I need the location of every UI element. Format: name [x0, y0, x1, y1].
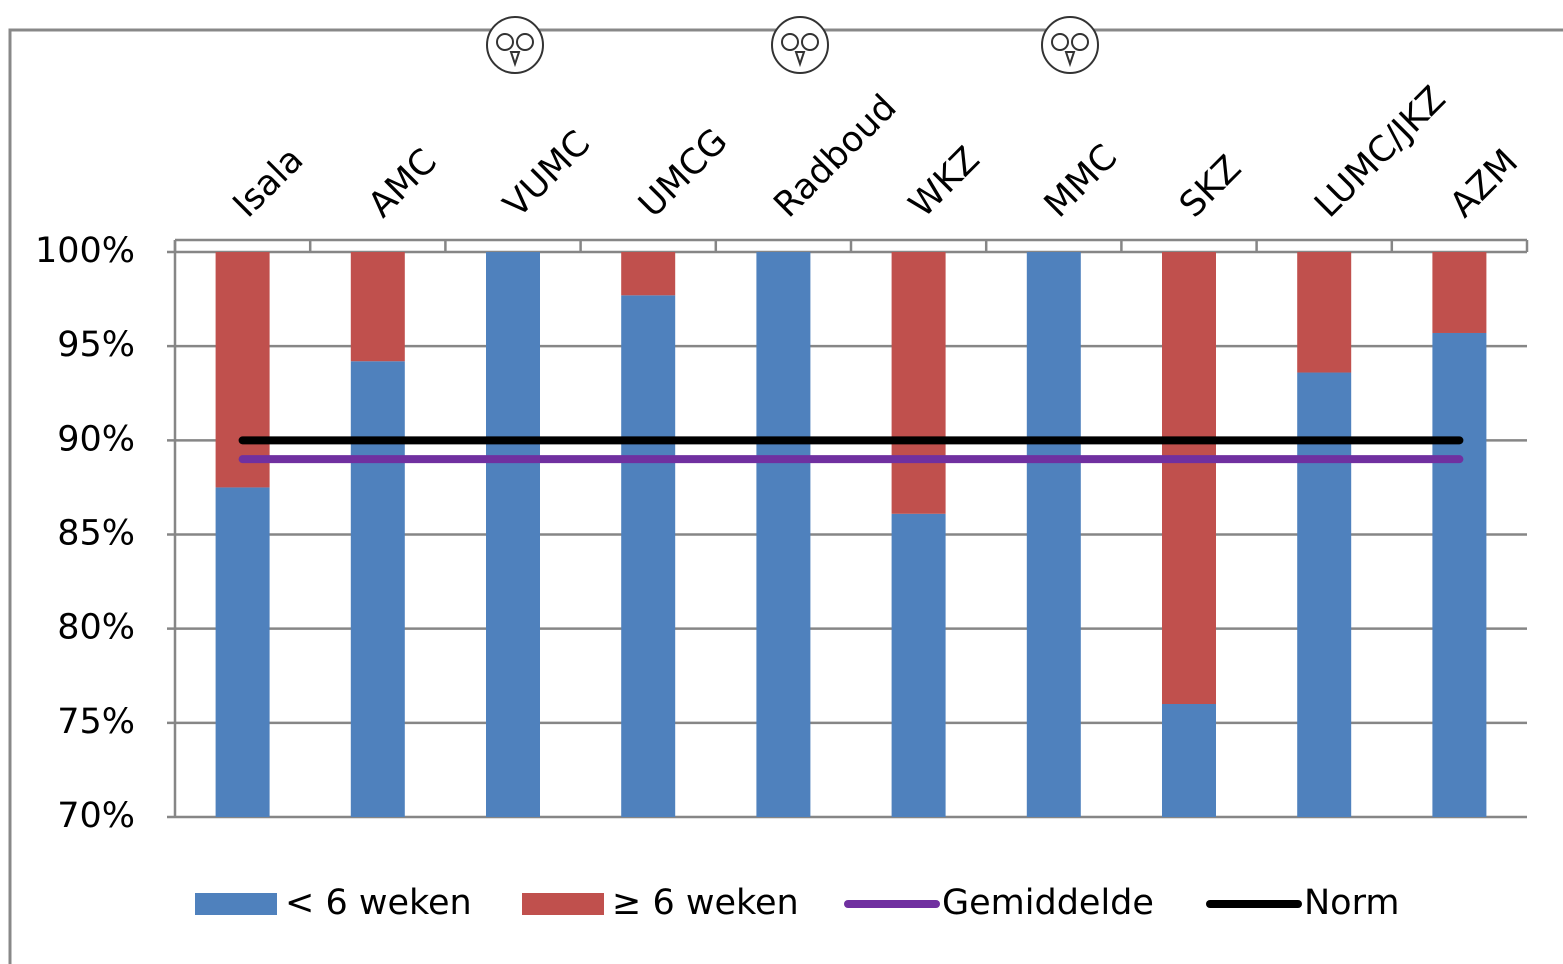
y-tick-label: 75% — [57, 702, 135, 742]
bar — [350, 361, 405, 817]
bar — [215, 487, 270, 817]
bar — [756, 252, 811, 817]
x-tick-label: Radboud — [767, 87, 905, 225]
legend-label: ≥ 6 weken — [612, 883, 799, 923]
x-tick-label: AZM — [1443, 142, 1527, 226]
bar — [350, 252, 405, 362]
legend-swatch — [522, 893, 604, 915]
y-tick-label: 95% — [57, 325, 135, 365]
bar — [891, 513, 946, 817]
y-tick-label: 70% — [57, 796, 135, 836]
y-tick-label: 85% — [57, 514, 135, 554]
x-tick-label: AMC — [361, 142, 445, 226]
bar — [486, 252, 540, 817]
x-tick-label: UMCG — [631, 121, 735, 225]
x-tick-label: WKZ — [902, 139, 988, 225]
bar — [1297, 252, 1352, 373]
x-tick-label: MMC — [1037, 137, 1125, 225]
owl-icons — [486, 16, 1099, 74]
bar — [1297, 372, 1352, 817]
spacer — [0, 70, 1563, 71]
legend-label: Norm — [1304, 883, 1399, 923]
x-tick-label: LUMC/JKZ — [1307, 79, 1453, 225]
y-tick-label: 90% — [57, 419, 135, 459]
bar — [621, 252, 676, 296]
bar — [1162, 704, 1216, 817]
legend-swatch — [195, 893, 277, 915]
bar — [621, 295, 676, 818]
bar — [1432, 252, 1487, 333]
bar — [891, 252, 946, 514]
legend-label: < 6 weken — [285, 883, 472, 923]
bar — [1026, 252, 1081, 817]
y-tick-label: 80% — [57, 608, 135, 648]
y-tick-label: 100% — [35, 231, 135, 271]
x-tick-label: VUMC — [496, 123, 598, 225]
bar — [215, 252, 270, 488]
x-tick-label: SKZ — [1172, 148, 1249, 225]
legend-label: Gemiddelde — [942, 883, 1154, 923]
x-tick-label: Isala — [226, 140, 312, 226]
bar — [1162, 252, 1216, 704]
bar — [1432, 332, 1487, 817]
